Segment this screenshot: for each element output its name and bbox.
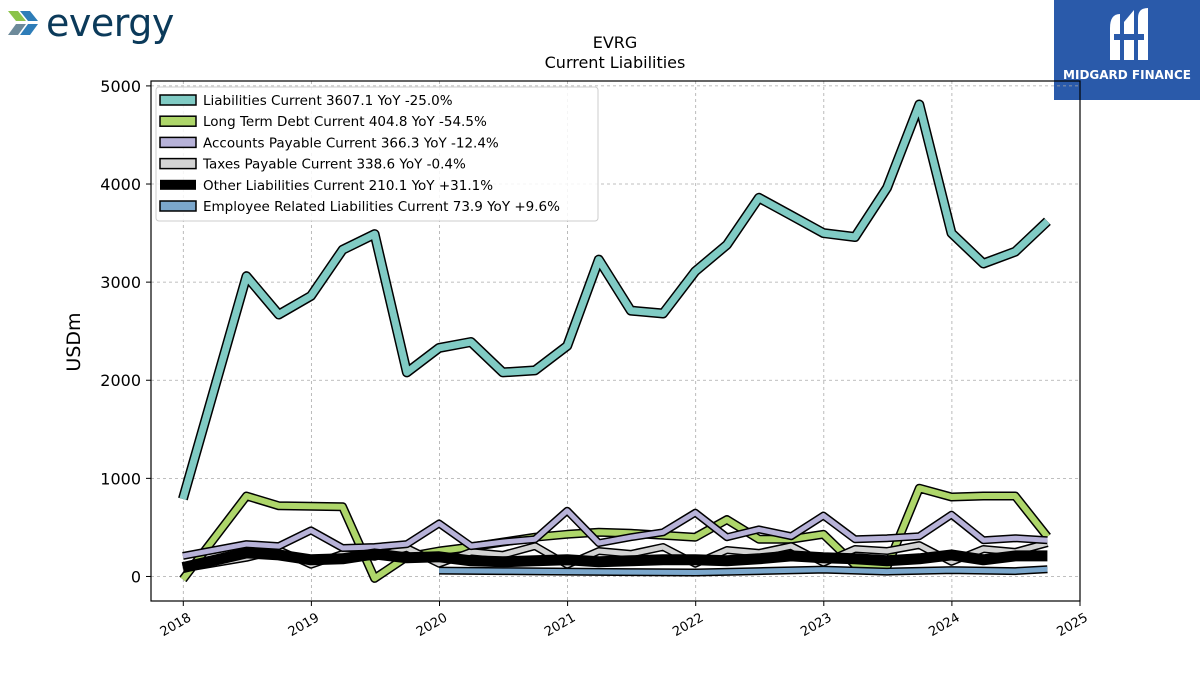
legend-label: Other Liabilities Current 210.1 YoY +31.… — [203, 178, 493, 194]
legend-swatch — [160, 179, 196, 190]
midgard-finance-logo: MIDGARD FINANCE — [1054, 0, 1200, 100]
x-ticks: 2018 2019 2020 2021 2022 2023 2024 2025 — [158, 601, 1091, 640]
legend-item: Long Term Debt Current 404.8 YoY -54.5% — [159, 114, 487, 130]
legend-swatch — [159, 200, 197, 212]
series-layer — [178, 99, 1051, 583]
y-tick-label: 1000 — [100, 469, 141, 488]
midgard-logo-text: MIDGARD FINANCE — [1063, 68, 1191, 82]
legend-item: Employee Related Liabilities Current 73.… — [159, 199, 560, 215]
legend-label: Employee Related Liabilities Current 73.… — [203, 199, 560, 215]
x-tick-label: 2023 — [798, 610, 834, 640]
series-line — [439, 566, 1048, 575]
series-line — [181, 547, 1048, 573]
legend-item: Taxes Payable Current 338.6 YoY -0.4% — [159, 157, 466, 173]
chevron-logo-icon — [8, 11, 38, 35]
legend-item: Other Liabilities Current 210.1 YoY +31.… — [160, 178, 493, 194]
y-tick-label: 0 — [131, 567, 141, 586]
legend-label: Accounts Payable Current 366.3 YoY -12.4… — [203, 135, 499, 151]
legend-label: Long Term Debt Current 404.8 YoY -54.5% — [203, 114, 487, 130]
y-ticks: 0 1000 2000 3000 4000 5000 — [100, 77, 151, 586]
series-line — [182, 508, 1048, 559]
legend: Liabilities Current 3607.1 YoY -25.0% Lon… — [155, 86, 599, 222]
series-5 — [439, 565, 1048, 577]
x-tick-label: 2020 — [414, 610, 450, 640]
series-2 — [182, 506, 1048, 560]
legend-swatch — [159, 94, 197, 106]
chart-title: EVRG — [593, 33, 638, 52]
x-tick-label: 2018 — [158, 610, 194, 640]
legend-swatch — [159, 136, 197, 149]
y-tick-label: 5000 — [100, 77, 141, 96]
evergy-logo-text: evergy — [46, 1, 174, 45]
legend-swatch — [159, 115, 197, 127]
y-tick-label: 2000 — [100, 371, 141, 390]
x-tick-label: 2025 — [1055, 610, 1091, 640]
legend-box — [155, 86, 599, 222]
y-tick-label: 3000 — [100, 273, 141, 292]
legend-label: Taxes Payable Current 338.6 YoY -0.4% — [202, 157, 466, 173]
legend-label: Liabilities Current 3607.1 YoY -25.0% — [203, 93, 453, 109]
midgard-monogram-icon — [1110, 8, 1148, 60]
y-axis-label: USDm — [63, 312, 85, 371]
chart-subtitle: Current Liabilities — [545, 53, 686, 72]
legend-item: Accounts Payable Current 366.3 YoY -12.4… — [159, 135, 499, 151]
legend-item: Liabilities Current 3607.1 YoY -25.0% — [159, 93, 453, 109]
plot-frame — [150, 80, 1081, 602]
y-tick-label: 4000 — [100, 175, 141, 194]
x-tick-label: 2022 — [670, 610, 706, 640]
legend-swatch — [159, 157, 197, 170]
x-tick-label: 2019 — [286, 610, 322, 640]
x-tick-label: 2024 — [926, 610, 962, 640]
evergy-logo: evergy — [8, 4, 174, 42]
series-0 — [178, 99, 1051, 501]
series-line — [179, 101, 1050, 500]
x-tick-label: 2021 — [542, 610, 578, 640]
series-4 — [181, 547, 1048, 573]
